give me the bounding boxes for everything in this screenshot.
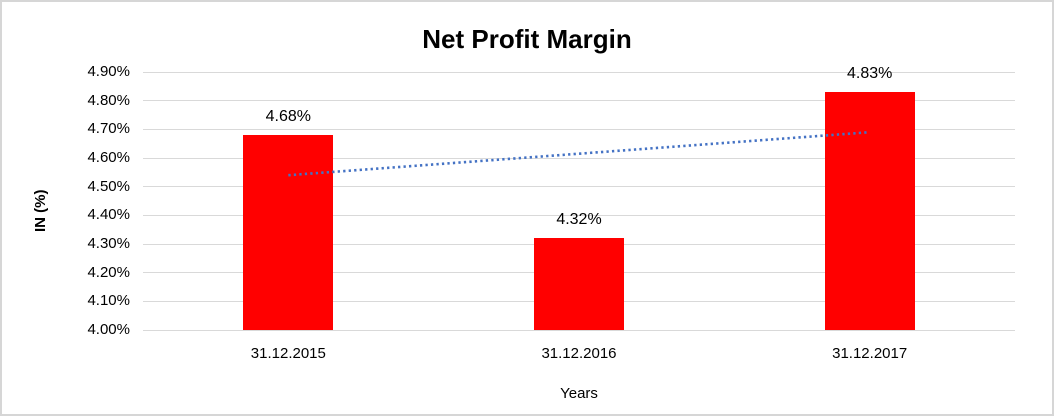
gridline	[143, 100, 1015, 102]
y-axis-tick-label: 4.70%	[87, 120, 130, 138]
bar	[243, 135, 334, 330]
y-axis-tick-label: 4.30%	[87, 235, 130, 252]
y-axis-tick-label: 4.00%	[87, 321, 130, 338]
y-axis-tick-label: 4.80%	[87, 91, 130, 109]
y-axis-tick-label: 4.20%	[87, 263, 130, 281]
y-axis-tick-label: 4.40%	[87, 206, 130, 224]
bar	[824, 92, 915, 330]
bar-data-label: 4.32%	[556, 211, 602, 229]
gridline	[143, 329, 1015, 331]
gridline	[143, 186, 1015, 188]
bar-data-label: 4.83%	[846, 65, 893, 83]
bar	[534, 238, 624, 330]
gridline	[143, 128, 1015, 130]
y-axis-tick-label: 4.90%	[87, 63, 130, 80]
x-axis-tick-label: 31.12.2016	[541, 345, 617, 362]
y-axis-tick-label: 4.60%	[87, 149, 130, 166]
x-axis-title: Years	[560, 385, 598, 402]
bar-data-label: 4.68%	[265, 108, 312, 126]
gridline	[143, 214, 1015, 216]
plot-area: 4.68% 4.32% 4.83%	[143, 65, 1015, 331]
y-axis-tick-label: 4.50%	[87, 177, 130, 195]
y-axis-tick-label: 4.10%	[87, 292, 130, 310]
x-axis-tick-label: 31.12.2015	[250, 345, 326, 362]
chart-title: Net Profit Margin	[422, 24, 632, 54]
gridline	[143, 71, 1015, 73]
x-axis-tick-label: 31.12.2017	[832, 345, 908, 362]
